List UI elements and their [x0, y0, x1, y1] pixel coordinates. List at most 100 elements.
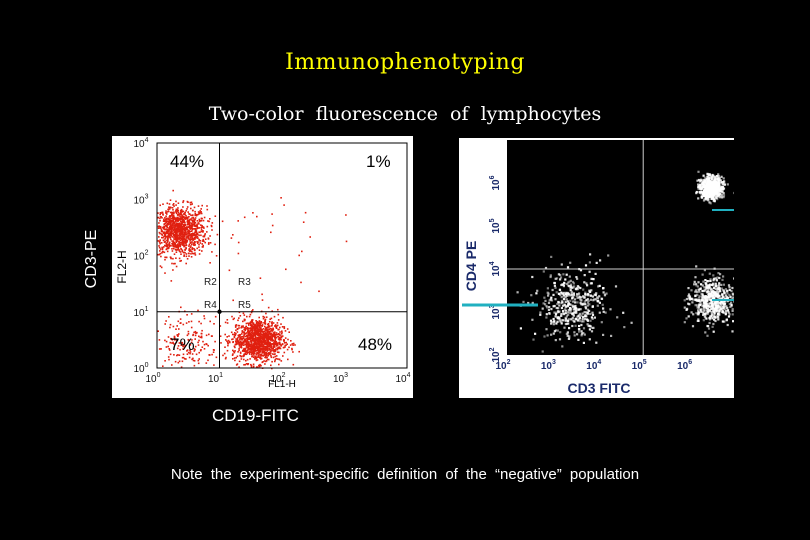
data-point-lower-right: [246, 350, 248, 352]
data-point-lower-right: [275, 341, 277, 343]
data-point-cd3+cd4+: [719, 190, 722, 193]
data-point-upper-left: [211, 222, 214, 224]
data-point-cd3-cd4-: [569, 311, 572, 314]
data-point-lower-right: [256, 326, 259, 328]
data-point-cd3-cd4-: [552, 332, 555, 335]
data-point-lower-right: [238, 324, 241, 327]
data-point-lower-right: [239, 346, 241, 348]
data-point-cd3-cd4-: [548, 306, 551, 309]
data-point-lower-right: [260, 335, 262, 337]
data-point-lower-right: [241, 335, 244, 338]
data-point-cd3-cd4-: [581, 317, 584, 321]
data-point-lower-right: [250, 346, 252, 349]
data-point-cd3+cd4-: [718, 282, 721, 285]
data-point-cd3+cd4-: [708, 296, 711, 299]
data-point-lower-right: [248, 353, 251, 355]
data-point-upper-left: [189, 238, 192, 241]
data-point-upper-left: [207, 220, 209, 222]
data-point-cd3+cd4-: [699, 287, 702, 291]
data-point-upper-left: [164, 256, 166, 259]
data-point-cd3+cd4-: [687, 315, 690, 318]
data-point-cd3-cd4-: [602, 333, 605, 336]
data-point-cd3+cd4+: [719, 179, 722, 182]
data-point-upper-left: [210, 225, 213, 228]
data-point-upper-left: [165, 228, 168, 230]
data-point-upper-left: [175, 211, 177, 213]
data-point-lower-right: [263, 348, 265, 350]
data-point-upper-left: [174, 223, 176, 226]
data-point-upper-left: [189, 230, 192, 233]
data-point-upper-left: [168, 216, 171, 218]
data-point-upper-left: [188, 255, 190, 257]
data-point-lower-right: [244, 348, 246, 350]
data-point-cd3-cd4-: [547, 308, 550, 311]
data-point-lower-left: [203, 317, 206, 320]
data-point-upper-left: [184, 241, 187, 244]
data-point-lower-left: [168, 349, 171, 351]
data-point-lower-right: [250, 349, 252, 351]
data-point-upper-left: [195, 214, 198, 217]
data-point-lower-right: [259, 323, 262, 325]
data-point-cd3-cd4-: [516, 291, 519, 294]
data-point-upper-left: [194, 254, 197, 256]
data-point-cd3+cd4+: [722, 196, 725, 199]
data-point-lower-right: [277, 319, 280, 321]
data-point-cd3+cd4-: [704, 331, 707, 334]
data-point-lower-right: [267, 306, 270, 309]
data-point-lower-right: [264, 318, 267, 321]
data-point-upper-left: [159, 232, 161, 235]
data-point-upper-left: [190, 253, 192, 255]
data-point-cd3-cd4-: [594, 298, 597, 301]
data-point-upper-left: [175, 245, 177, 248]
data-point-upper-left: [214, 215, 217, 217]
data-point-lower-left: [177, 361, 180, 364]
data-point-upper-left: [196, 247, 198, 250]
data-point-cd3+cd4+: [714, 192, 717, 195]
data-point-upper-left: [194, 225, 197, 227]
data-point-upper-right: [345, 240, 348, 243]
data-point-cd3+cd4+: [702, 194, 705, 198]
data-point-upper-left: [202, 238, 204, 241]
data-point-upper-right: [230, 237, 233, 239]
data-point-lower-left: [197, 309, 199, 312]
data-point-lower-right: [262, 361, 264, 363]
data-point-upper-left: [177, 224, 180, 227]
data-point-cd3-cd4-: [568, 280, 571, 283]
data-point-lower-right: [263, 339, 266, 342]
data-point-cd3-cd4-: [565, 298, 568, 301]
data-point-upper-left: [162, 228, 165, 230]
data-point-cd3+cd4-: [695, 284, 698, 287]
data-point-lower-right: [231, 354, 234, 356]
data-point-cd3+cd4+: [715, 196, 718, 199]
data-point-upper-left: [178, 226, 180, 229]
data-point-lower-right: [282, 355, 284, 357]
data-point-upper-left: [160, 216, 163, 218]
data-point-cd3-cd4-: [596, 304, 599, 307]
data-point-cd3-cd4-: [568, 275, 571, 278]
data-point-upper-left: [170, 219, 173, 222]
data-point-cd3-cd4-: [564, 300, 567, 303]
data-point-cd3+cd4-: [720, 287, 724, 290]
data-point-cd3-cd4-: [593, 316, 596, 319]
data-point-lower-right: [261, 334, 264, 336]
data-point-upper-left: [196, 227, 198, 230]
data-point-lower-left: [192, 357, 194, 360]
data-point-upper-left: [177, 235, 180, 237]
data-point-lower-right: [243, 314, 246, 316]
data-point-lower-left: [180, 306, 182, 309]
data-point-upper-left: [166, 213, 168, 215]
data-point-cd3+cd4-: [697, 288, 700, 291]
data-point-lower-left: [186, 350, 188, 352]
data-point-cd3-cd4-: [554, 329, 558, 332]
quadrant-pct-lower-left: 7%: [170, 335, 195, 354]
data-point-lower-left: [180, 344, 183, 346]
data-point-cd3+cd4-: [698, 290, 701, 293]
data-point-upper-left: [199, 219, 201, 222]
data-point-cd3-cd4-: [573, 311, 576, 314]
data-point-cd3+cd4-: [707, 285, 711, 288]
data-point-lower-right: [247, 343, 250, 345]
data-point-upper-left: [181, 231, 183, 233]
data-point-lower-right: [268, 345, 270, 347]
data-point-lower-left: [187, 351, 190, 354]
data-point-cd3+cd4-: [710, 292, 713, 295]
